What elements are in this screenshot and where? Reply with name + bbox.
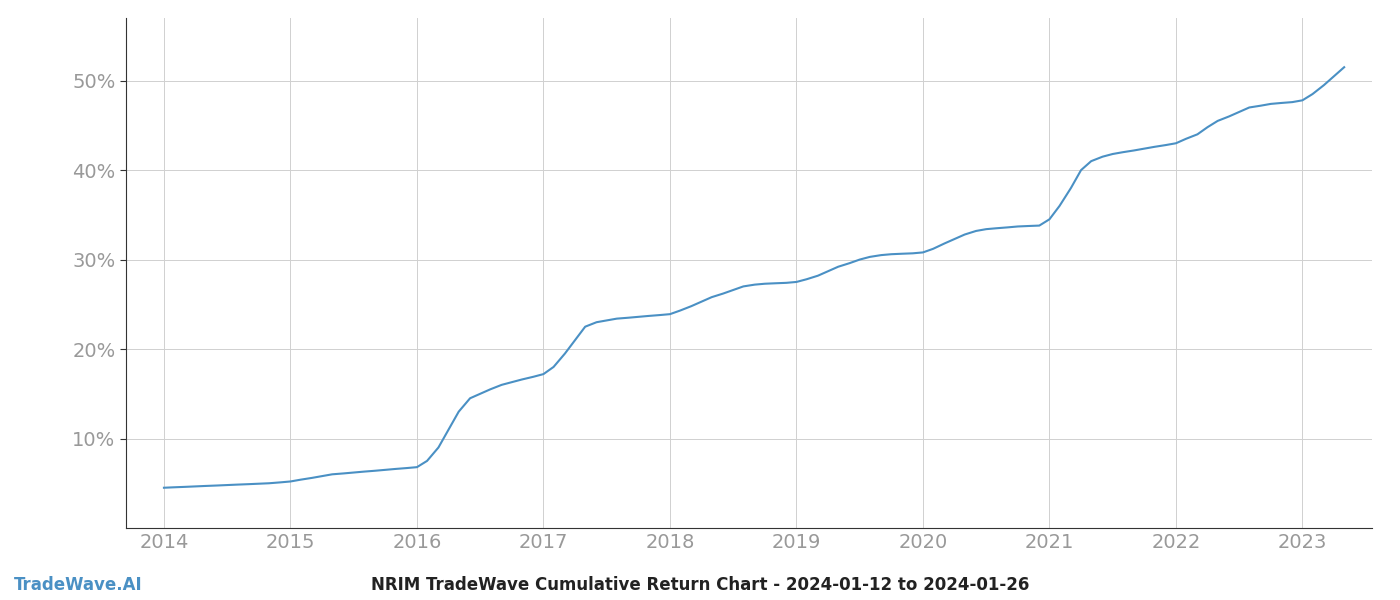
Text: NRIM TradeWave Cumulative Return Chart - 2024-01-12 to 2024-01-26: NRIM TradeWave Cumulative Return Chart -… [371,576,1029,594]
Text: TradeWave.AI: TradeWave.AI [14,576,143,594]
